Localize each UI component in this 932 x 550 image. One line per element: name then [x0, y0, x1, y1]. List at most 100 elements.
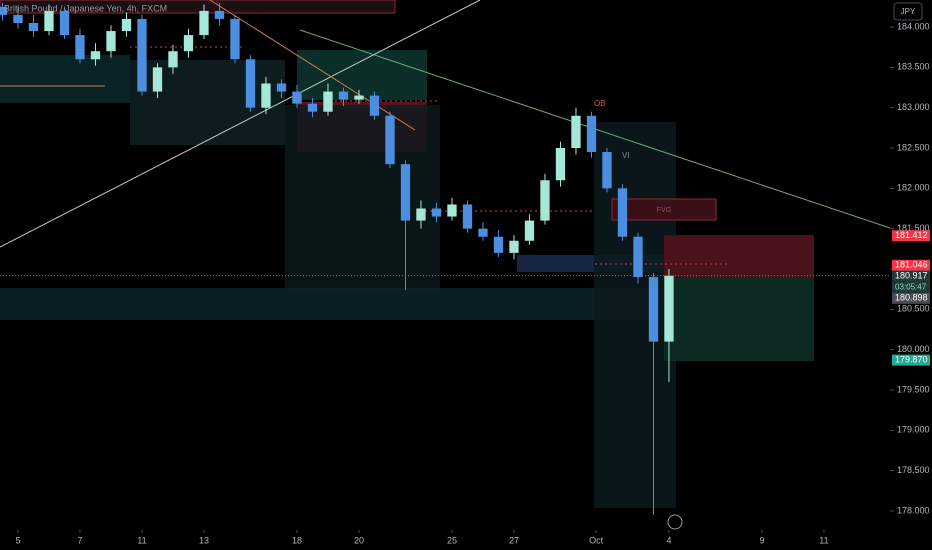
x-tick-label: 27	[509, 535, 519, 545]
candle-body	[400, 164, 411, 221]
candle-body	[586, 115, 597, 153]
vi-label: VI	[622, 151, 630, 160]
candle-body	[137, 18, 147, 92]
x-tick-label: 11	[137, 535, 146, 545]
candle-body	[183, 35, 194, 52]
candle-body	[633, 236, 643, 278]
x-tick-label: 20	[354, 535, 364, 545]
zone-box	[0, 55, 130, 103]
price-label: 181.412	[895, 230, 928, 240]
candle-body	[168, 51, 178, 68]
candle-body	[75, 35, 85, 60]
candle-body	[431, 208, 442, 217]
y-tick-label: 180.000	[897, 344, 930, 354]
candle-body	[664, 275, 674, 342]
candle-body	[199, 10, 209, 36]
candle-body	[106, 31, 116, 52]
candle-body	[648, 277, 659, 342]
price-label: 180.917	[895, 271, 928, 281]
countdown: 03:05:47	[895, 282, 927, 291]
candle-body	[28, 22, 39, 32]
candle-body	[354, 95, 364, 100]
candle-body	[245, 59, 256, 108]
candle-body	[462, 204, 473, 229]
candle-body	[524, 220, 535, 241]
y-tick-label: 178.500	[897, 465, 930, 475]
candle-body	[602, 152, 612, 189]
candle-body	[13, 14, 23, 23]
x-tick-label: 11	[819, 535, 828, 545]
candle-body	[121, 18, 132, 32]
candle-body	[571, 115, 581, 149]
price-label-bg	[892, 259, 930, 271]
y-tick-label: 179.000	[897, 425, 930, 435]
candle-body	[292, 91, 302, 104]
y-tick-label: 184.000	[897, 21, 930, 31]
candle-body	[540, 180, 550, 221]
candle-body	[276, 83, 287, 92]
candle-body	[90, 51, 101, 60]
candle-body	[261, 83, 271, 108]
candle-body	[509, 240, 519, 253]
fvg-box	[611, 198, 717, 221]
candle-body	[447, 204, 457, 217]
candle-body	[152, 67, 163, 92]
x-tick-label: 5	[15, 535, 20, 545]
candle-body	[416, 208, 426, 221]
price-label: 180.898	[895, 293, 928, 303]
countdown-bg	[892, 281, 930, 293]
price-label-bg	[892, 354, 930, 366]
candle-body	[493, 236, 504, 253]
candle-body	[214, 10, 225, 19]
zone-box	[0, 288, 660, 320]
x-tick-label: 25	[447, 535, 457, 545]
x-tick-label: 4	[666, 535, 671, 545]
candle-body	[369, 95, 380, 116]
replay-icon[interactable]	[667, 514, 683, 530]
time-axis	[0, 530, 932, 550]
x-tick-label: 7	[77, 535, 82, 545]
ob-label: OB	[594, 99, 606, 108]
x-tick-label: 13	[199, 535, 209, 545]
x-tick-label: 9	[759, 535, 764, 545]
y-tick-label: 179.500	[897, 384, 930, 394]
y-tick-label: 182.500	[897, 142, 930, 152]
y-tick-label: 180.500	[897, 304, 930, 314]
price-label-bg	[892, 230, 930, 242]
candle-body	[230, 18, 240, 60]
y-tick-label: 183.000	[897, 102, 930, 112]
chart-title: British Pound / Japanese Yen, 4h, FXCM	[4, 3, 167, 13]
stop-box	[664, 235, 814, 277]
candle-body	[478, 228, 488, 237]
fvg-label: FVG	[657, 207, 671, 214]
header-box	[0, 0, 396, 14]
currency-button[interactable]	[893, 2, 923, 21]
plot	[0, 2, 890, 515]
candle-body	[338, 91, 349, 100]
price-label-bg	[892, 270, 930, 282]
price-label: 181.046	[895, 260, 928, 270]
y-tick-label: 181.500	[897, 223, 930, 233]
candle-body	[617, 188, 628, 237]
x-tick-label: Oct	[589, 535, 604, 545]
trend-line	[209, 0, 416, 131]
candle-body	[59, 10, 70, 36]
trend-line	[0, 0, 481, 248]
candle-body	[307, 103, 318, 112]
zone-box	[285, 105, 440, 290]
price-label-bg	[892, 292, 930, 304]
y-tick-label: 182.000	[897, 183, 930, 193]
currency-label[interactable]: JPY	[901, 7, 916, 16]
x-tick-label: 18	[292, 535, 302, 545]
y-tick-label: 178.000	[897, 505, 930, 515]
candle-body	[323, 91, 333, 112]
y-tick-label: 183.500	[897, 62, 930, 72]
zone-box	[297, 50, 427, 100]
drawings: OB VI FVG	[0, 0, 891, 508]
candle-body	[44, 10, 54, 32]
candle-body	[0, 6, 8, 15]
candle-body	[385, 115, 395, 165]
price-label: 179.870	[895, 355, 928, 365]
